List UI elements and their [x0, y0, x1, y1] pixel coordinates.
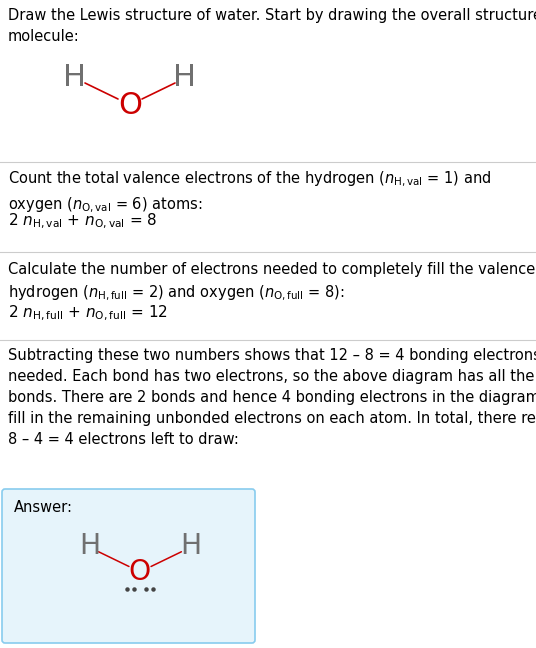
Text: 2 $n_\mathrm{H,full}$ + $n_\mathrm{O,full}$ = 12: 2 $n_\mathrm{H,full}$ + $n_\mathrm{O,ful…	[8, 304, 168, 323]
Text: Calculate the number of electrons needed to completely fill the valence shells f: Calculate the number of electrons needed…	[8, 262, 536, 303]
Text: Answer:: Answer:	[14, 500, 73, 515]
Text: Count the total valence electrons of the hydrogen ($n_\mathrm{H,val}$ = 1) and
o: Count the total valence electrons of the…	[8, 170, 492, 215]
Text: 2 $n_\mathrm{H,val}$ + $n_\mathrm{O,val}$ = 8: 2 $n_\mathrm{H,val}$ + $n_\mathrm{O,val}…	[8, 212, 158, 231]
Text: O: O	[118, 91, 142, 119]
Text: H: H	[180, 532, 201, 561]
Text: Draw the Lewis structure of water. Start by drawing the overall structure of the: Draw the Lewis structure of water. Start…	[8, 8, 536, 44]
Text: Subtracting these two numbers shows that 12 – 8 = 4 bonding electrons are
needed: Subtracting these two numbers shows that…	[8, 348, 536, 447]
Text: H: H	[174, 62, 197, 91]
Text: H: H	[63, 62, 86, 91]
Text: O: O	[129, 558, 151, 586]
FancyBboxPatch shape	[2, 489, 255, 643]
Text: H: H	[79, 532, 100, 561]
